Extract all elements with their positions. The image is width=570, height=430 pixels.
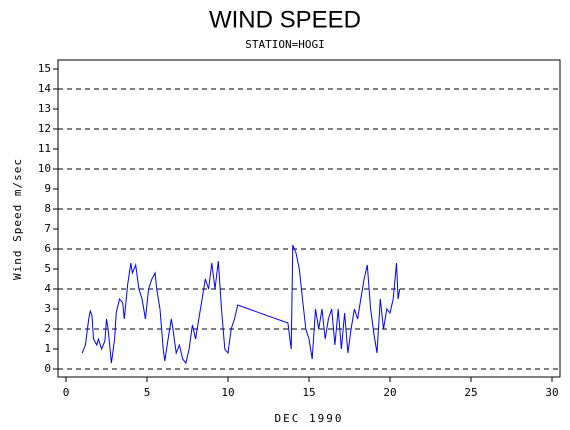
x-tick-label: 30 [545, 386, 558, 399]
y-tick-label: 12 [38, 122, 51, 135]
x-tick-label: 20 [383, 386, 396, 399]
y-tick-label: 4 [44, 282, 51, 295]
x-tick-label: 15 [302, 386, 315, 399]
y-tick-label: 8 [44, 202, 51, 215]
y-tick-label: 3 [44, 302, 51, 315]
y-tick-label: 9 [44, 182, 51, 195]
y-tick-label: 5 [44, 262, 51, 275]
chart-title: WIND SPEED [209, 6, 361, 33]
x-tick-label: 0 [63, 386, 70, 399]
y-tick-label: 14 [38, 82, 52, 95]
y-tick-label: 15 [38, 62, 51, 75]
y-tick-label: 0 [44, 362, 51, 375]
y-tick-label: 7 [44, 222, 51, 235]
data-line [81, 244, 401, 365]
x-tick-label: 10 [221, 386, 234, 399]
y-tick-label: 2 [44, 322, 51, 335]
y-tick-label: 13 [38, 102, 51, 115]
y-tick-label: 11 [38, 142, 51, 155]
y-axis-label: Wind Speed m/sec [11, 158, 24, 280]
x-tick-label: 5 [144, 386, 151, 399]
y-tick-label: 1 [44, 342, 51, 355]
y-tick-label: 10 [38, 162, 51, 175]
y-tick-label: 6 [44, 242, 51, 255]
chart-subtitle: STATION=HOGI [245, 38, 324, 51]
x-axis-label: DEC 1990 [275, 412, 344, 425]
x-tick-label: 25 [464, 386, 477, 399]
